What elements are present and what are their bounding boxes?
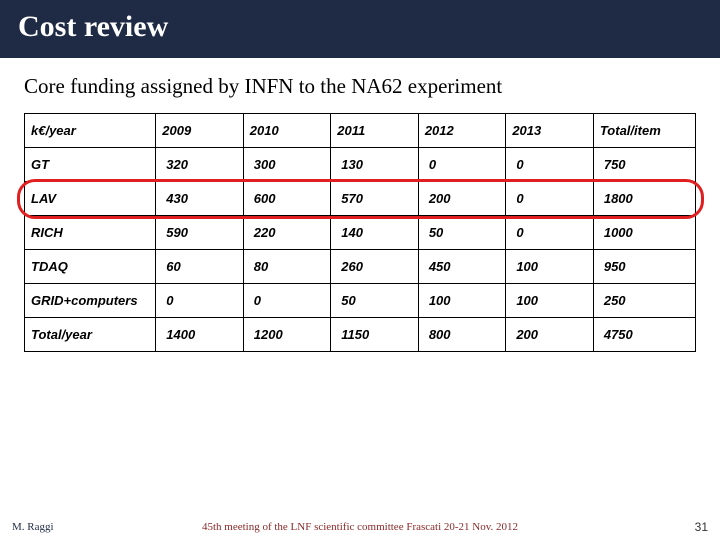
cell: 200 [418,182,506,216]
cell: 50 [331,284,419,318]
table-body: GT 320 300 130 0 0 750 LAV 430 600 570 2… [25,148,696,352]
col-header: 2012 [418,114,506,148]
cell: 450 [418,250,506,284]
subtitle: Core funding assigned by INFN to the NA6… [24,74,696,99]
row-label: TDAQ [25,250,156,284]
slide-title: Cost review [18,10,702,44]
row-label: Total/year [25,318,156,352]
cell: 220 [243,216,331,250]
cell: 130 [331,148,419,182]
table-row: TDAQ 60 80 260 450 100 950 [25,250,696,284]
cell: 0 [243,284,331,318]
table-row: Total/year 1400 1200 1150 800 200 4750 [25,318,696,352]
slide: Cost review Core funding assigned by INF… [0,0,720,540]
cell: 100 [418,284,506,318]
cell: 4750 [593,318,695,352]
row-label: RICH [25,216,156,250]
cell: 0 [506,216,594,250]
cell: 320 [156,148,244,182]
cell: 50 [418,216,506,250]
cell: 0 [506,148,594,182]
title-bar: Cost review [0,0,720,58]
row-label: GT [25,148,156,182]
cell: 1400 [156,318,244,352]
table-header-row: k€/year 2009 2010 2011 2012 2013 Total/i… [25,114,696,148]
table-row: LAV 430 600 570 200 0 1800 [25,182,696,216]
funding-table: k€/year 2009 2010 2011 2012 2013 Total/i… [24,113,696,352]
cell: 1000 [593,216,695,250]
cell: 100 [506,250,594,284]
cell: 0 [156,284,244,318]
table-row: GRID+computers 0 0 50 100 100 250 [25,284,696,318]
col-header: 2011 [331,114,419,148]
cell: 1200 [243,318,331,352]
table-row: RICH 590 220 140 50 0 1000 [25,216,696,250]
cell: 250 [593,284,695,318]
cell: 590 [156,216,244,250]
cell: 0 [418,148,506,182]
col-header: Total/item [593,114,695,148]
footer-author: M. Raggi [12,521,54,533]
table-wrap: k€/year 2009 2010 2011 2012 2013 Total/i… [24,113,696,352]
footer-page-number: 31 [695,520,708,534]
row-label: GRID+computers [25,284,156,318]
col-header: 2013 [506,114,594,148]
row-label: LAV [25,182,156,216]
col-header: k€/year [25,114,156,148]
cell: 570 [331,182,419,216]
cell: 430 [156,182,244,216]
cell: 800 [418,318,506,352]
cell: 200 [506,318,594,352]
cell: 260 [331,250,419,284]
cell: 300 [243,148,331,182]
footer: M. Raggi 45th meeting of the LNF scienti… [0,520,720,534]
cell: 1150 [331,318,419,352]
footer-meeting: 45th meeting of the LNF scientific commi… [202,521,518,533]
cell: 950 [593,250,695,284]
content-area: Core funding assigned by INFN to the NA6… [0,58,720,540]
cell: 750 [593,148,695,182]
cell: 60 [156,250,244,284]
cell: 1800 [593,182,695,216]
cell: 0 [506,182,594,216]
table-row: GT 320 300 130 0 0 750 [25,148,696,182]
cell: 80 [243,250,331,284]
cell: 100 [506,284,594,318]
cell: 140 [331,216,419,250]
col-header: 2009 [156,114,244,148]
cell: 600 [243,182,331,216]
col-header: 2010 [243,114,331,148]
